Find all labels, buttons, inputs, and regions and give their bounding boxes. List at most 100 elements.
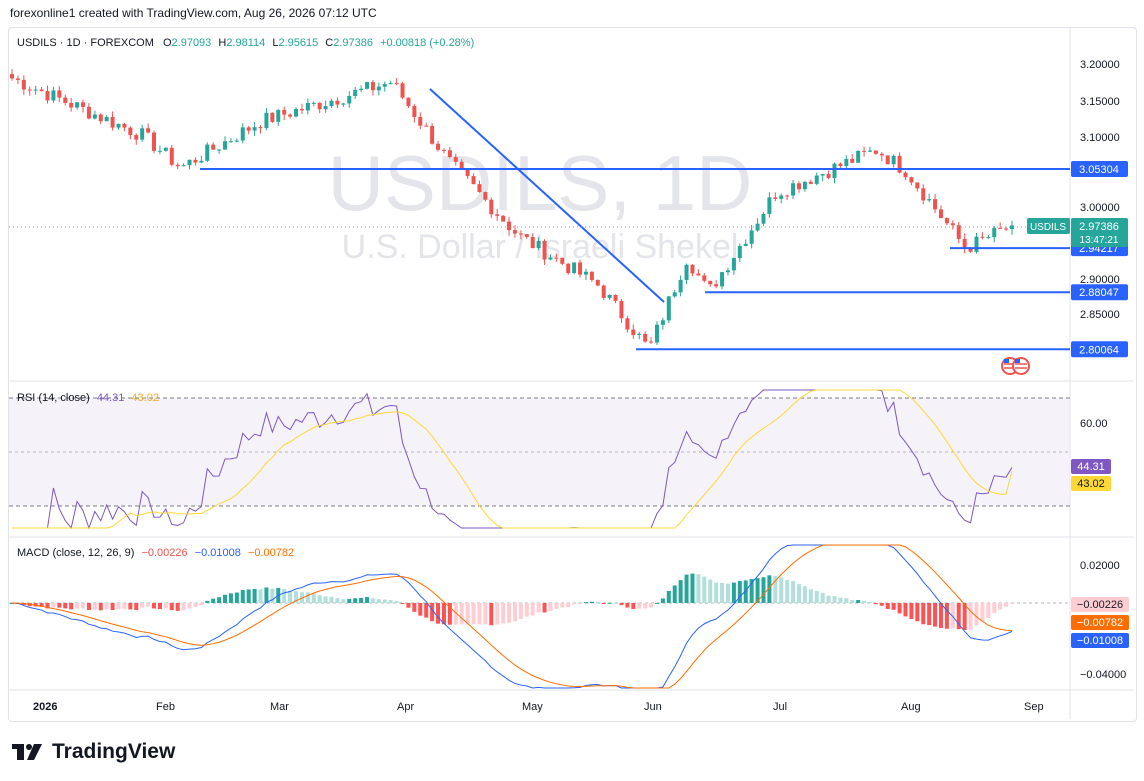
candle-body — [743, 243, 748, 246]
candle-body — [294, 108, 299, 117]
candle-body — [589, 271, 594, 280]
macd-hist-bar — [820, 592, 825, 603]
candle-body — [731, 257, 736, 271]
candle-body — [483, 192, 488, 200]
candle-body — [779, 195, 784, 199]
macd-hist-bar — [560, 603, 565, 608]
us-il-flags-icon[interactable] — [1001, 357, 1030, 375]
macd-hist-bar — [252, 588, 257, 603]
candle-body — [785, 195, 790, 197]
macd-hist-bar — [731, 582, 736, 603]
candle-body — [92, 114, 97, 119]
candle-body — [507, 221, 512, 231]
candle-body — [288, 114, 293, 117]
candle-body — [388, 83, 393, 85]
macd-hist-bar — [507, 603, 512, 623]
rsi-value-badge-text: 44.31 — [1077, 461, 1105, 473]
macd-hist-bar — [832, 596, 837, 603]
time-label: Apr — [397, 701, 414, 713]
macd-hist-bar — [264, 587, 269, 603]
time-label: May — [522, 701, 543, 713]
macd-signal-badge-text: −0.00782 — [1077, 617, 1123, 629]
candle-body — [820, 174, 825, 176]
trendline-drawing[interactable] — [429, 88, 665, 303]
macd-hist-bar — [359, 597, 364, 603]
candles-series — [10, 69, 1014, 345]
candle-body — [21, 79, 26, 90]
legend-change: +0.00818 (+0.28%) — [380, 37, 474, 49]
macd-hist-bar — [193, 603, 198, 607]
macd-hist-bar — [329, 596, 334, 603]
macd-legend-signal: −0.00782 — [248, 547, 294, 559]
macd-hist-bar — [489, 603, 494, 626]
price-tick: 3.10000 — [1080, 132, 1120, 144]
rsi-legend-ma: 43.02 — [131, 392, 159, 404]
macd-hist-bar — [524, 603, 529, 617]
time-label: 2026 — [33, 701, 57, 713]
candle-body — [252, 127, 257, 131]
rsi-ma-line — [12, 389, 1013, 529]
level-badge — [1071, 284, 1128, 301]
rsi-tick: 60.00 — [1080, 418, 1108, 430]
macd-hist-bar — [933, 603, 938, 627]
candle-body — [459, 161, 464, 169]
candle-body — [104, 116, 109, 122]
candle-body — [193, 159, 198, 163]
macd-hist-bar — [258, 589, 263, 603]
macd-hist-bar — [317, 595, 322, 603]
macd-hist-bar — [163, 603, 168, 609]
macd-hist-bar — [660, 598, 665, 603]
candle-body — [27, 89, 32, 91]
candle-body — [477, 184, 482, 193]
candle-body — [720, 272, 725, 287]
candle-body — [341, 103, 346, 105]
macd-hist-bar — [690, 573, 695, 603]
candle-body — [211, 144, 216, 150]
candle-body — [86, 106, 91, 119]
macd-tick: −0.04000 — [1080, 669, 1126, 681]
time-axis[interactable]: 2026 Feb Mar Apr May Jun Jul Aug Sep — [33, 701, 1044, 713]
candle-body — [814, 175, 819, 184]
macd-hist-bar — [791, 580, 796, 603]
candle-body — [944, 218, 949, 224]
candle-body — [282, 109, 287, 115]
macd-hist-bar — [737, 580, 742, 603]
candle-body — [867, 150, 872, 152]
rsi-legend: RSI (14, close) 44.31 43.02 — [17, 392, 159, 404]
macd-hist-bar — [501, 603, 506, 624]
macd-hist-bar — [714, 582, 719, 603]
macd-hist-bar — [927, 603, 932, 626]
time-label: Feb — [156, 701, 175, 713]
candle-body — [737, 245, 742, 258]
candle-body — [447, 150, 452, 158]
tradingview-logo[interactable]: TradingView — [12, 740, 175, 764]
price-axis[interactable]: 3.20000 3.15000 3.10000 3.00000 2.90000 … — [1080, 59, 1120, 321]
candle-body — [879, 153, 884, 156]
candle-body — [832, 163, 837, 178]
macd-hist-bar — [678, 580, 683, 603]
macd-hist-bar — [826, 595, 831, 603]
macd-hist-bar — [282, 589, 287, 603]
candle-body — [974, 236, 979, 252]
macd-hist-bar — [81, 603, 86, 609]
candle-body — [223, 141, 228, 150]
candle-body — [63, 97, 68, 103]
macd-macd-badge — [1071, 633, 1129, 648]
candle-body — [335, 100, 340, 105]
macd-hist-bar — [903, 603, 908, 617]
macd-hist-bar — [217, 597, 222, 603]
macd-hist-bar — [104, 603, 109, 610]
macd-hist-bar — [613, 602, 618, 604]
candle-body — [856, 150, 861, 163]
rsi-ma-badge-text: 43.02 — [1077, 478, 1105, 490]
candle-body — [725, 270, 730, 273]
macd-hist-bar — [968, 603, 973, 630]
macd-hist-bar — [998, 603, 1003, 610]
macd-hist-bar — [595, 601, 600, 603]
macd-hist-bar — [637, 603, 642, 609]
macd-hist-bar — [542, 603, 547, 613]
macd-hist-bar — [347, 598, 352, 603]
macd-hist-bar — [785, 579, 790, 603]
macd-macd-badge-text: −0.01008 — [1077, 635, 1123, 647]
